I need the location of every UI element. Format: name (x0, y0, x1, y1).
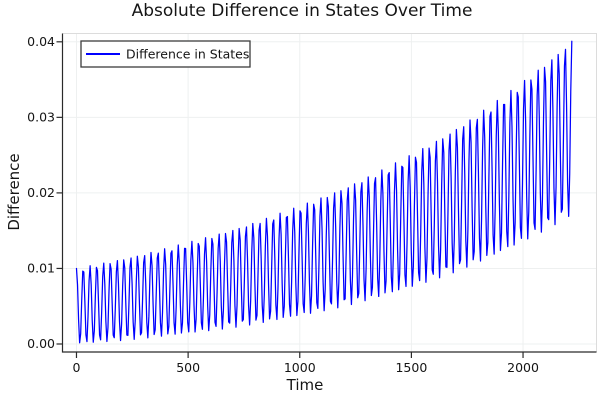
x-tick-label: 500 (176, 360, 200, 375)
frame-left-bottom (61, 33, 597, 353)
y-tick-label: 0.00 (27, 336, 55, 351)
chart-title: Absolute Difference in States Over Time (132, 1, 473, 21)
y-tick-label: 0.02 (27, 185, 55, 200)
x-tick-label: 1500 (395, 360, 427, 375)
legend: Difference in States (80, 40, 251, 68)
difference-series-line (75, 40, 573, 344)
tick-layer: 0 500 1000 1500 2000 0.00 0.01 0.02 0.03 0.04 (27, 34, 539, 375)
x-tick-label: 1000 (284, 360, 316, 375)
y-tick-label: 0.03 (27, 110, 55, 125)
frame-top-right (62, 33, 597, 352)
x-axis-label: Time (286, 376, 324, 394)
legend-label: Difference in States (126, 47, 249, 62)
series-layer (75, 40, 573, 344)
y-tick-label: 0.04 (27, 34, 55, 49)
plot-frame (61, 33, 597, 353)
x-tick-label: 2000 (507, 360, 539, 375)
x-tick-label: 0 (73, 360, 81, 375)
y-tick-label: 0.01 (27, 261, 55, 276)
y-axis-label: Difference (5, 153, 23, 230)
